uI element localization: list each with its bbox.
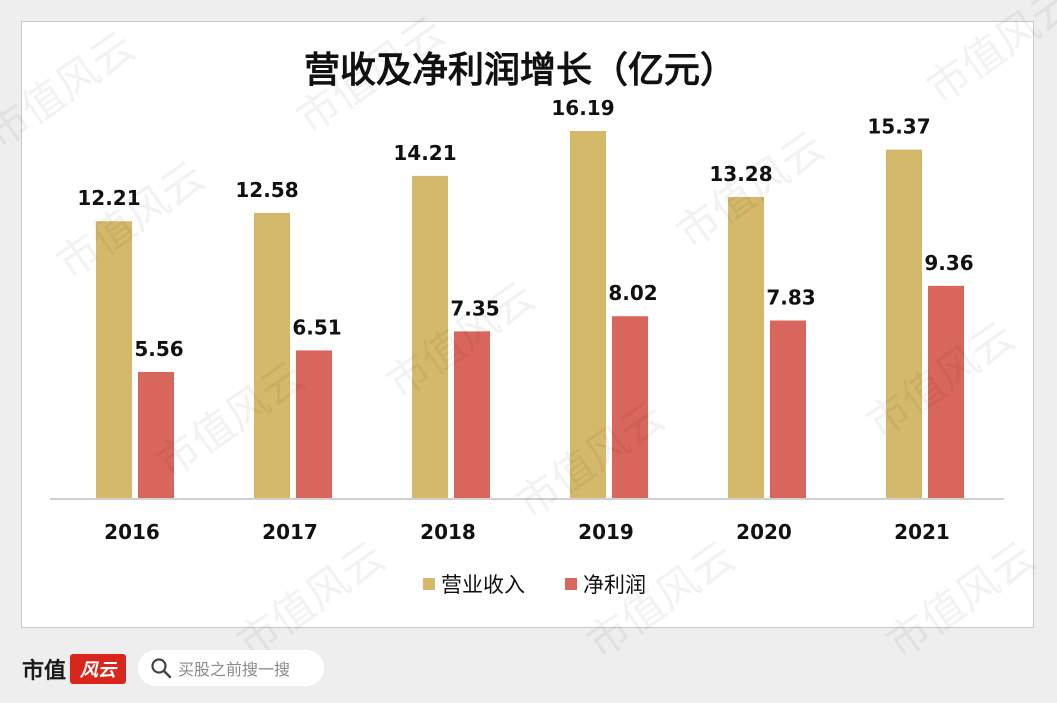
bar-revenue-2016 [96,221,132,499]
x-tick-label-2021: 2021 [894,520,950,544]
bar-profit-2016 [138,371,174,498]
data-label-profit-2018: 7.35 [450,296,499,320]
x-tick-label-2019: 2019 [578,520,634,544]
data-label-revenue-2020: 13.28 [709,162,772,186]
bar-revenue-2021 [886,149,922,498]
bar-revenue-2019 [570,131,606,498]
data-label-profit-2019: 8.02 [608,281,657,305]
legend: 营业收入 净利润 [423,573,646,597]
chart-frame [21,21,1034,628]
plot-area: 12.21 5.56 2016 12.58 6.51 2017 14.21 7.35 2018 1… [77,96,973,544]
brand-badge: 风云 [70,654,127,684]
footer-bar: 市值 风云 买股之前搜一搜 [0,640,1057,703]
legend-swatch-profit [565,578,577,590]
bar-revenue-2017 [254,212,290,498]
data-label-profit-2016: 5.56 [134,337,183,361]
x-tick-label-2017: 2017 [262,520,318,544]
x-tick-label-2018: 2018 [420,520,476,544]
search-placeholder: 买股之前搜一搜 [178,660,291,679]
brand-logo[interactable]: 市值 风云 [22,652,127,686]
data-label-profit-2020: 7.83 [766,286,815,310]
legend-label-revenue: 营业收入 [441,573,525,597]
data-label-profit-2021: 9.36 [924,251,973,275]
bar-revenue-2018 [412,175,448,498]
search-icon [151,658,172,679]
data-label-revenue-2018: 14.21 [393,141,456,165]
x-tick-label-2020: 2020 [736,520,792,544]
bar-revenue-2020 [728,196,764,498]
data-label-revenue-2016: 12.21 [77,186,140,210]
brand-name: 市值 [22,658,67,684]
data-label-revenue-2019: 16.19 [551,96,614,120]
legend-label-profit: 净利润 [583,573,646,597]
bar-profit-2020 [770,320,806,498]
data-label-revenue-2021: 15.37 [867,115,930,139]
data-label-revenue-2017: 12.58 [235,178,298,202]
chart-title: 营收及净利润增长（亿元） [304,50,736,91]
bar-profit-2019 [612,316,648,498]
bar-chart: 营收及净利润增长（亿元） 12.215.56201612.586.5120171… [50,50,1004,597]
bar-profit-2017 [296,350,332,498]
x-tick-label-2016: 2016 [104,520,160,544]
bar-profit-2018 [454,331,490,498]
legend-swatch-revenue [423,578,435,590]
search-box[interactable]: 买股之前搜一搜 [138,650,324,686]
data-label-profit-2017: 6.51 [292,315,341,339]
bar-profit-2021 [928,285,964,498]
